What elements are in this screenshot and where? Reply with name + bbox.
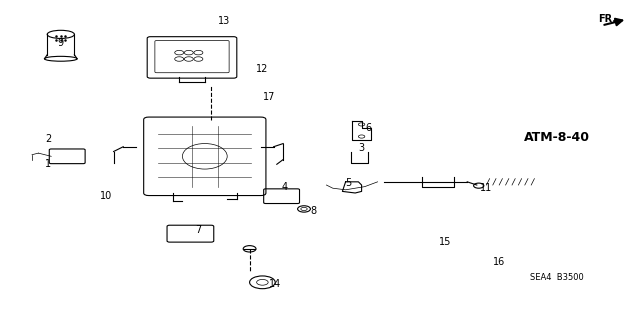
Text: 13: 13	[218, 16, 230, 26]
Text: 5: 5	[346, 178, 352, 189]
Text: ATM-8-40: ATM-8-40	[524, 131, 590, 144]
Text: 7: 7	[195, 225, 202, 235]
Text: 2: 2	[45, 134, 51, 144]
Text: 15: 15	[438, 237, 451, 248]
Text: 10: 10	[99, 191, 112, 201]
Text: 8: 8	[310, 205, 317, 216]
Text: 16: 16	[493, 256, 506, 267]
Text: 6: 6	[365, 122, 371, 133]
Text: 1: 1	[45, 159, 51, 169]
Text: 11: 11	[480, 183, 493, 193]
Text: 4: 4	[282, 182, 288, 192]
Text: 3: 3	[358, 143, 365, 153]
Text: 12: 12	[256, 63, 269, 74]
Text: 14: 14	[269, 279, 282, 289]
Text: 17: 17	[262, 92, 275, 102]
Text: FR.: FR.	[598, 14, 616, 24]
Text: SEA4  B3500: SEA4 B3500	[530, 273, 584, 282]
Text: 9: 9	[58, 38, 64, 48]
